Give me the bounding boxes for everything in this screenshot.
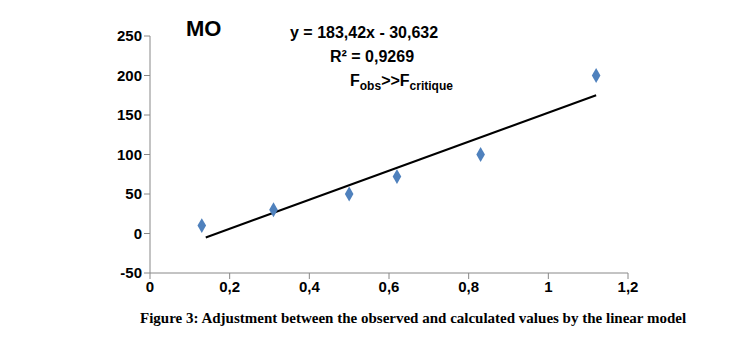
svg-text:150: 150 <box>117 106 142 123</box>
svg-text:0,2: 0,2 <box>219 278 240 295</box>
svg-text:50: 50 <box>125 185 142 202</box>
svg-text:0: 0 <box>146 278 154 295</box>
html-text:R² = 0,9269: R² = 0,9269 <box>330 48 415 65</box>
html-text:Figure 3: Adjustment between t: Figure 3: Adjustment between the observe… <box>140 310 687 326</box>
svg-text:-50: -50 <box>120 264 142 281</box>
html-text:MO: MO <box>186 16 222 41</box>
svg-text:0,6: 0,6 <box>379 278 400 295</box>
svg-text:1,2: 1,2 <box>618 278 639 295</box>
svg-text:200: 200 <box>117 67 142 84</box>
svg-text:250: 250 <box>117 27 142 44</box>
svg-text:0,8: 0,8 <box>458 278 479 295</box>
svg-text:0: 0 <box>134 225 142 242</box>
svg-text:100: 100 <box>117 146 142 163</box>
svg-text:0,4: 0,4 <box>299 278 321 295</box>
html-text:Fobs>>Fcritique: Fobs>>Fcritique <box>350 72 453 94</box>
svg-text:1: 1 <box>544 278 552 295</box>
html-text:y = 183,42x - 30,632: y = 183,42x - 30,632 <box>290 24 439 41</box>
